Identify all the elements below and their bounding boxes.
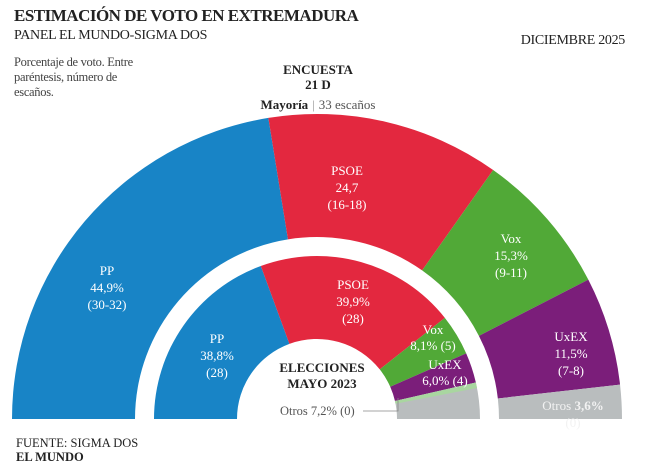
otros-leader-line bbox=[363, 398, 399, 412]
outer-label-uxex: UxEX 11,5% (7-8) bbox=[554, 329, 588, 378]
outer-ring-date: 21 D bbox=[305, 77, 331, 92]
outer-ring-title: ENCUESTA 21 D bbox=[283, 62, 353, 92]
outer-ring-name: ENCUESTA bbox=[283, 62, 353, 77]
chart-note: Porcentaje de voto. Entre paréntesis, nú… bbox=[14, 55, 133, 99]
outer-label-otros: Otros 3,6% (0) bbox=[542, 398, 604, 430]
inner-label-pp: PP 38,8% (28) bbox=[200, 331, 234, 380]
inner-ring-name: ELECCIONES bbox=[279, 360, 365, 375]
outer-slice-psoe bbox=[268, 113, 494, 271]
outer-slice-vox bbox=[422, 170, 589, 336]
source-text: FUENTE: SIGMA DOS bbox=[16, 436, 139, 450]
chart-date: DICIEMBRE 2025 bbox=[520, 33, 626, 48]
inner-slice-otros-highlight bbox=[394, 382, 478, 404]
majority-label: Mayoría | 33 escaños bbox=[260, 97, 376, 112]
outer-label-vox: Vox 15,3% (9-11) bbox=[494, 231, 528, 280]
inner-label-otros: Otros 7,2% (0) bbox=[280, 404, 355, 418]
inner-slice-psoe bbox=[260, 256, 445, 370]
majority-title: Mayoría bbox=[260, 97, 309, 112]
inner-slice-otros bbox=[394, 382, 480, 419]
inner-ring-date: MAYO 2023 bbox=[287, 376, 357, 391]
inner-slice-uxex bbox=[390, 353, 476, 402]
inner-label-psoe: PSOE 39,9% (28) bbox=[336, 277, 370, 326]
outer-label-psoe: PSOE 24,7 (16-18) bbox=[327, 163, 367, 212]
brand: EL MUNDO bbox=[16, 450, 84, 464]
inner-label-uxex: UxEX 6,0% (4) bbox=[422, 357, 468, 388]
majority-seats: 33 escaños bbox=[318, 97, 376, 112]
inner-slice-vox bbox=[379, 317, 467, 387]
inner-slice-pp bbox=[154, 265, 290, 419]
outer-slice-otros bbox=[497, 384, 622, 419]
source: FUENTE: SIGMA DOS EL MUNDO bbox=[16, 436, 138, 464]
outer-slice-pp bbox=[12, 117, 288, 419]
chart-title: ESTIMACIÓN DE VOTO EN EXTREMADURA bbox=[14, 6, 359, 25]
inner-label-vox: Vox 8,1% (5) bbox=[410, 322, 456, 353]
outer-label-pp: PP 44,9% (30-32) bbox=[87, 263, 127, 312]
chart-subtitle: PANEL EL MUNDO-SIGMA DOS bbox=[14, 28, 208, 43]
outer-slice-uxex bbox=[478, 279, 621, 399]
inner-ring-title: ELECCIONES MAYO 2023 bbox=[279, 360, 364, 392]
